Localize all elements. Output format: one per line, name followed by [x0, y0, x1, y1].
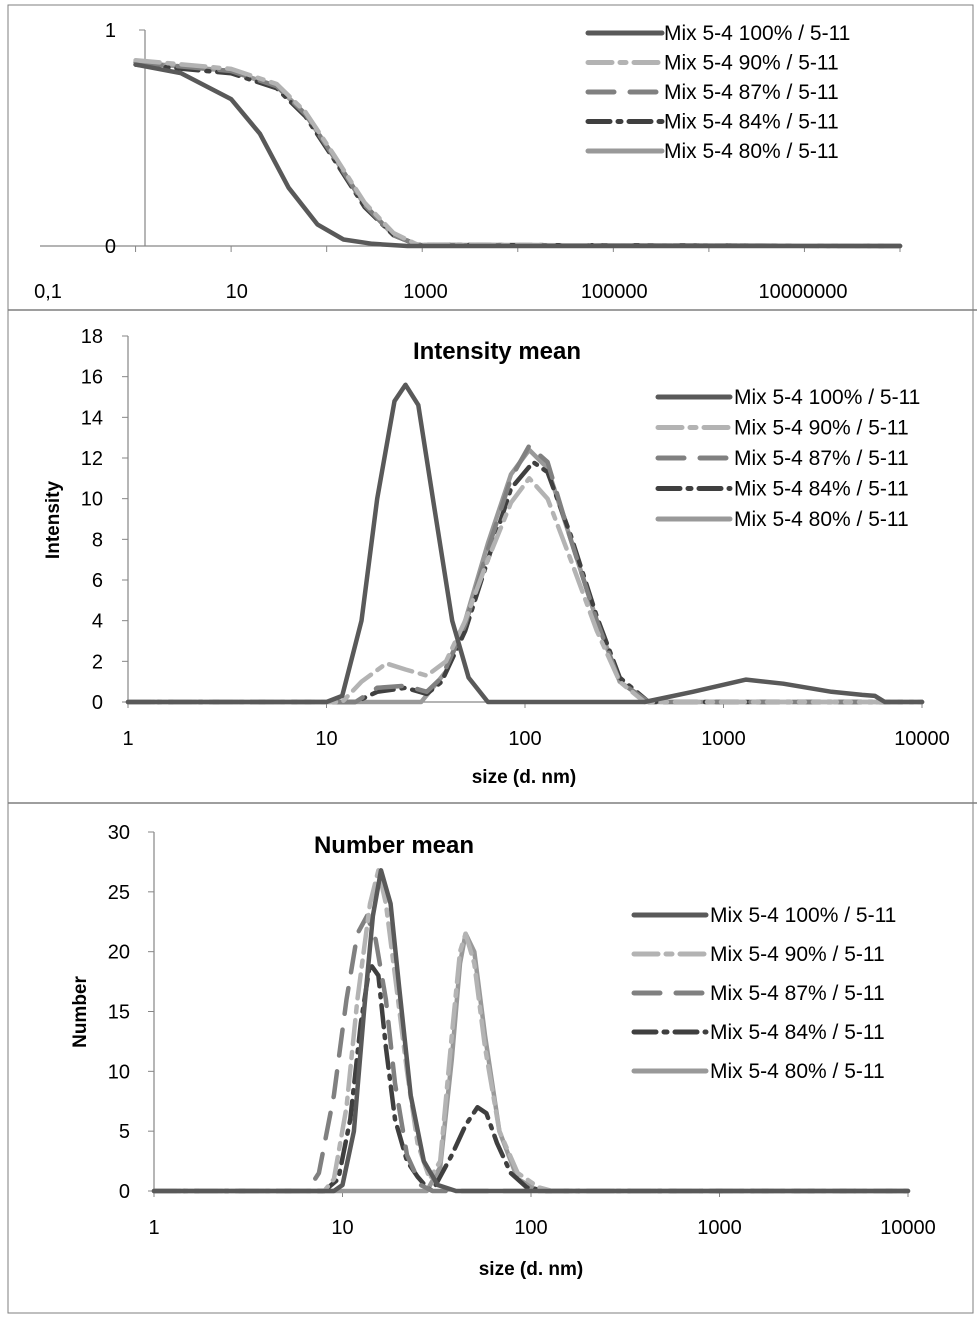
chart-title: Number mean: [314, 832, 474, 859]
y-tick-label: 30: [108, 822, 130, 844]
legend-entry: Mix 5-4 87% / 5-11: [664, 81, 839, 104]
x-tick-label: 10: [331, 1217, 353, 1239]
x-tick-label: 10: [226, 281, 248, 303]
y-tick-label: 5: [119, 1121, 130, 1143]
x-tick-label: 1000: [701, 728, 746, 750]
legend-entry: Mix 5-4 90% / 5-11: [734, 417, 909, 440]
legend-entry: Mix 5-4 90% / 5-11: [710, 943, 885, 966]
x-tick-label: 10000000: [759, 281, 848, 303]
y-tick-label: 25: [108, 882, 130, 904]
legend-entry: Mix 5-4 80% / 5-11: [710, 1060, 885, 1083]
x-tick-label: 1: [122, 728, 133, 750]
legend-entry: Mix 5-4 84% / 5-11: [664, 111, 839, 134]
legend-entry: Mix 5-4 84% / 5-11: [734, 478, 909, 501]
y-tick-label: 2: [92, 651, 103, 673]
series-line: [151, 961, 911, 1194]
y-tick-label: 20: [108, 942, 130, 964]
x-tick-label: 100000: [581, 281, 648, 303]
y-tick-label: 8: [92, 529, 103, 551]
series-line: [133, 62, 903, 249]
legend-entry: Mix 5-4 100% / 5-11: [664, 22, 850, 45]
legend-entry: Mix 5-4 87% / 5-11: [710, 982, 885, 1005]
series-line: [125, 476, 925, 705]
legend-entry: Mix 5-4 90% / 5-11: [664, 52, 839, 75]
figure-frame: [7, 4, 974, 1314]
series-line: [151, 868, 911, 1194]
series-line: [151, 913, 911, 1194]
x-tick-label: 1000: [697, 1217, 742, 1239]
x-axis-title: size (d. nm): [472, 767, 577, 788]
chart-title: Intensity mean: [413, 338, 581, 365]
x-tick-label: 10000: [880, 1217, 936, 1239]
y-tick-label: 1: [105, 20, 116, 42]
series-line: [125, 443, 925, 705]
y-tick-label: 4: [92, 611, 103, 633]
x-tick-label: 10000: [894, 728, 950, 750]
x-tick-label: 10: [315, 728, 337, 750]
x-axis-title: size (d. nm): [479, 1259, 584, 1280]
y-tick-label: 16: [81, 367, 103, 389]
y-tick-label: 0: [119, 1181, 130, 1203]
legend-entry: Mix 5-4 87% / 5-11: [734, 447, 909, 470]
x-tick-label: 100: [508, 728, 541, 750]
y-tick-label: 14: [81, 407, 103, 429]
y-tick-label: 10: [108, 1061, 130, 1083]
legend-entry: Mix 5-4 100% / 5-11: [734, 386, 920, 409]
x-tick-label: 0,1: [34, 281, 62, 303]
y-tick-label: 15: [108, 1002, 130, 1024]
x-tick-label: 1: [148, 1217, 159, 1239]
y-tick-label: 6: [92, 570, 103, 592]
x-tick-label: 1000: [403, 281, 448, 303]
y-tick-label: 0: [92, 692, 103, 714]
y-axis-title: Intensity: [43, 481, 64, 560]
y-tick-label: 0: [105, 236, 116, 258]
series-line: [125, 459, 925, 705]
series-line: [151, 868, 911, 1194]
legend-entry: Mix 5-4 80% / 5-11: [664, 140, 839, 163]
series-line: [125, 382, 925, 705]
legend-entry: Mix 5-4 80% / 5-11: [734, 508, 909, 531]
y-tick-label: 10: [81, 489, 103, 511]
legend-entry: Mix 5-4 84% / 5-11: [710, 1021, 885, 1044]
y-tick-label: 12: [81, 448, 103, 470]
series-line: [133, 57, 903, 249]
legend-entry: Mix 5-4 100% / 5-11: [710, 904, 896, 927]
y-axis-title: Number: [70, 976, 91, 1048]
y-tick-label: 18: [81, 326, 103, 348]
x-tick-label: 100: [514, 1217, 547, 1239]
